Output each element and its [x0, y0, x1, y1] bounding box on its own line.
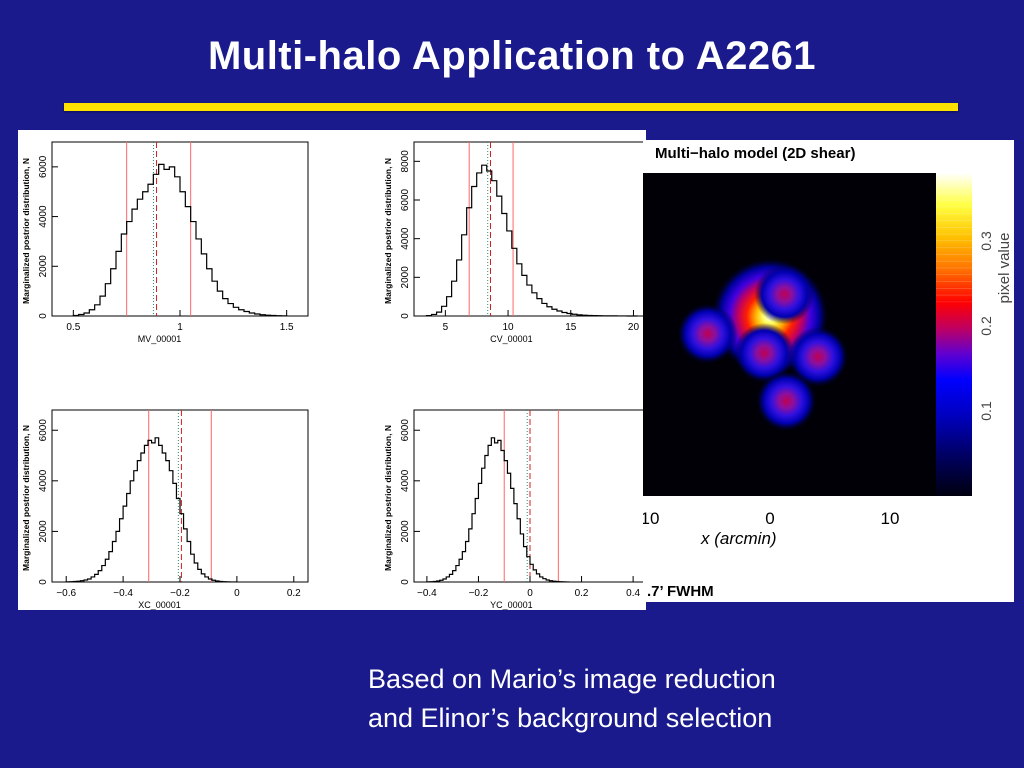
histogram-2: 5 10 15 20 0 2000 4000 6000 8000 CV_00001 Marginal…: [383, 141, 647, 344]
histogram-panel: 0.5 1 1.5 0 2000 4000 6000 MV_00001 Marginalized…: [18, 130, 647, 610]
x-tick-label: 0.4: [626, 588, 640, 599]
halo-blob: [734, 322, 795, 383]
map-x-tick-label: 10: [881, 509, 900, 528]
y-tick-label: 2000: [38, 255, 49, 278]
histograms-svg: 0.5 1 1.50200040006000MV_00001Marginalized…: [21, 141, 647, 610]
map-x-tick-label: 0: [765, 509, 774, 528]
y-tick-label: 2000: [400, 266, 411, 289]
histogram-4: −0.4 −0.2 0 0.2 0.4 0 2000 4000 6000 YC_00001 Marg…: [383, 409, 647, 610]
halo-layer: [677, 258, 848, 431]
map-xlabel: x (arcmin): [700, 529, 777, 548]
plot-frame: [51, 409, 309, 583]
x-tick-label: −0.4: [113, 588, 133, 599]
caption-line-1: Based on Mario’s image reduction: [368, 664, 776, 694]
x-tick-label: 5: [443, 322, 449, 333]
y-tick-label: 4000: [38, 205, 49, 228]
y-axis-label: Marginalized postrior distribution, N: [383, 158, 393, 304]
y-tick-label: 0: [400, 579, 411, 585]
map-x-tick-label: 10: [643, 509, 659, 528]
halo-blob: [677, 303, 738, 364]
y-tick-label: 4000: [400, 469, 411, 492]
halo-blob: [754, 264, 815, 325]
histogram-3: −0.6 −0.4 −0.2 0 0.2 0 2000 4000 6000 XC_00001 Mar…: [21, 409, 309, 610]
y-tick-label: 0: [400, 313, 411, 319]
x-tick-label: 0.5: [66, 322, 80, 333]
x-axis-label: MV_00001: [138, 334, 182, 344]
map-title: Multi−halo model (2D shear): [655, 145, 855, 162]
y-tick-label: 0: [38, 313, 49, 319]
y-tick-label: 2000: [400, 520, 411, 543]
plot-frame: [51, 141, 309, 317]
x-tick-label: −0.2: [170, 588, 190, 599]
y-axis-label: Marginalized postrior distribution, N: [21, 158, 31, 304]
y-tick-label: 8000: [400, 150, 411, 173]
x-tick-label: 1: [177, 322, 183, 333]
x-tick-label: 0.2: [287, 588, 301, 599]
y-tick-label: 2000: [38, 520, 49, 543]
x-tick-label: 0: [234, 588, 240, 599]
y-tick-label: 6000: [38, 419, 49, 442]
halo-map-svg: Multi−halo model (2D shear) 0.10.20.310 0…: [641, 145, 1013, 600]
histogram-1: 0.5 1 1.5 0 2000 4000 6000 MV_00001 Marginalized…: [21, 141, 309, 344]
histogram-steps: [426, 437, 570, 583]
colorbar-tick-label: 0.3: [978, 231, 994, 251]
colorbar-tick-label: 0.2: [978, 316, 994, 336]
slide-title: Multi-halo Application to A2261: [207, 34, 817, 78]
halo-map-panel: Multi−halo model (2D shear) 0.1 0.2 0.3 10 0…: [641, 140, 1014, 602]
y-axis-label: Marginalized postrior distribution, N: [21, 425, 31, 571]
histogram-steps: [65, 437, 238, 583]
x-tick-label: −0.4: [417, 588, 437, 599]
fwhm-note: .7’ FWHM: [647, 583, 714, 600]
x-tick-label: 0.2: [575, 588, 589, 599]
x-tick-label: −0.2: [469, 588, 489, 599]
x-tick-label: −0.6: [56, 588, 76, 599]
caption: Based on Mario’s image reduction and Eli…: [368, 660, 776, 738]
y-tick-label: 6000: [38, 155, 49, 178]
x-tick-label: 1.5: [280, 322, 294, 333]
histogram-steps: [425, 164, 638, 317]
x-axis-label: XC_00001: [138, 600, 181, 610]
colorbar-label: pixel value: [996, 233, 1013, 304]
y-tick-label: 4000: [38, 469, 49, 492]
histogram-steps: [72, 163, 288, 317]
map-axis-labels: 0.1 0.2 0.3 10 0 10: [641, 231, 994, 528]
y-tick-label: 6000: [400, 419, 411, 442]
halo-blob: [756, 370, 817, 431]
y-tick-label: 6000: [400, 188, 411, 211]
y-tick-label: 0: [38, 579, 49, 585]
x-axis-label: YC_00001: [490, 600, 533, 610]
x-tick-label: 0: [527, 588, 533, 599]
x-tick-label: 20: [628, 322, 640, 333]
title-underline: [64, 103, 958, 111]
y-axis-label: Marginalized postrior distribution, N: [383, 425, 393, 571]
x-tick-label: 15: [565, 322, 577, 333]
plot-frame: [413, 141, 647, 317]
halo-blob: [788, 326, 848, 387]
colorbar-tick-label: 0.1: [978, 401, 994, 421]
caption-line-2: and Elinor’s background selection: [368, 703, 773, 733]
colorbar-bands: [936, 179, 972, 303]
x-axis-label: CV_00001: [490, 334, 533, 344]
colorbar: [936, 173, 972, 496]
x-tick-label: 10: [502, 322, 514, 333]
y-tick-label: 4000: [400, 227, 411, 250]
